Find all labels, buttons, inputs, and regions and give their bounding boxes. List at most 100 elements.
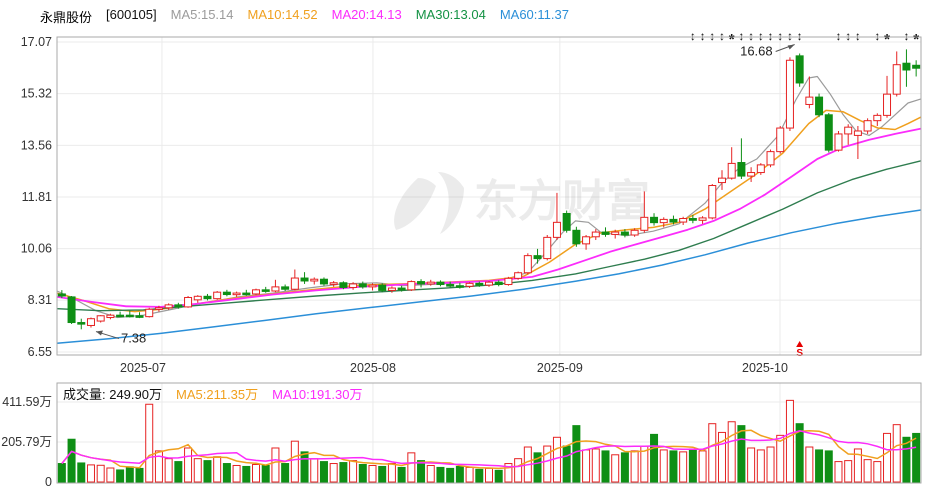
- candle: [290, 277, 299, 290]
- panel-borders: [56, 36, 922, 484]
- ma20-legend: MA20:14.13: [331, 7, 402, 22]
- star-marker-icon: *: [913, 31, 919, 48]
- volume-bar: [446, 467, 455, 483]
- volume-ma10-legend: MA10:191.30万: [272, 387, 363, 402]
- candle: [601, 231, 610, 235]
- volume-bar: [57, 463, 66, 483]
- candles-layer: [57, 49, 921, 330]
- volume-bar: [853, 448, 862, 483]
- main-chart-legend: 永鼎股份 [600105] MA5:15.14 MA10:14.52 MA20:…: [40, 7, 569, 26]
- candle: [853, 130, 862, 136]
- time-axis-label: 2025-10: [742, 361, 788, 375]
- candle: [339, 282, 348, 288]
- candle: [669, 218, 678, 223]
- updown-arrow-marker-icon: ↕: [797, 29, 803, 43]
- candle: [805, 96, 814, 105]
- candle: [86, 318, 95, 326]
- volume-bar: [164, 458, 173, 483]
- volume-bar: [184, 447, 193, 483]
- candle: [417, 281, 426, 285]
- volume-bar: [67, 438, 76, 483]
- volume-bar: [475, 468, 484, 483]
- updown-arrow-marker-icon: ↕: [768, 29, 774, 43]
- volume-bar: [242, 465, 251, 483]
- volume-bar: [902, 436, 911, 483]
- candle: [358, 283, 367, 288]
- volume-bar: [494, 469, 503, 483]
- volume-bar: [319, 461, 328, 483]
- volume-bar: [698, 450, 707, 483]
- candle: [863, 120, 872, 132]
- volume-bar: [844, 460, 853, 483]
- candle: [815, 96, 824, 116]
- updown-arrow-marker-icon: ↕: [845, 29, 851, 43]
- candle: [252, 289, 261, 295]
- volume-bar: [679, 451, 688, 483]
- updown-arrow-marker-icon: ↕: [777, 29, 783, 43]
- watermark-text: 东方财富: [474, 177, 650, 226]
- candle: [737, 162, 746, 177]
- candle: [679, 218, 688, 223]
- candle: [620, 231, 629, 236]
- price-ma-line-ma30: [56, 160, 922, 312]
- candle: [281, 286, 290, 290]
- volume-bar: [485, 467, 493, 483]
- volume-ma5-legend: MA5:211.35万: [176, 387, 259, 402]
- volume-bar: [222, 463, 231, 483]
- candle: [912, 64, 921, 69]
- volume-bar: [727, 421, 736, 483]
- price-ma-line-ma20: [56, 127, 922, 308]
- candle: [213, 291, 222, 300]
- volume-bar: [310, 458, 319, 483]
- volume-axis-label: 205.79万: [1, 435, 52, 449]
- price-axis-label: 15.32: [21, 87, 52, 101]
- price-axis-label: 11.81: [22, 190, 52, 204]
- volume-bar: [96, 464, 105, 483]
- candle: [873, 114, 882, 122]
- candle: [834, 133, 843, 151]
- volume-bar: [873, 461, 882, 483]
- candle: [310, 278, 319, 282]
- candle: [562, 213, 571, 231]
- price-axis-label: 17.07: [21, 35, 52, 49]
- volume-bar: [737, 425, 746, 483]
- volume-bar: [620, 452, 629, 483]
- volume-bar: [892, 424, 901, 483]
- volume-bar: [174, 461, 183, 483]
- candle: [543, 236, 552, 260]
- candle: [184, 296, 193, 308]
- volume-bar: [135, 467, 144, 483]
- volume-bar: [281, 463, 290, 483]
- high-price-annotation: 16.68: [740, 43, 773, 58]
- stock-code: [600105]: [106, 7, 157, 22]
- volume-bar: [77, 462, 86, 483]
- volume-bar: [630, 450, 639, 483]
- candle: [397, 287, 406, 291]
- candle: [300, 277, 309, 282]
- updown-arrow-marker-icon: ↕: [709, 29, 715, 43]
- volume-bar: [650, 433, 659, 483]
- volume-bar: [455, 465, 464, 483]
- volume-bar: [659, 449, 668, 483]
- ma5-legend: MA5:15.14: [170, 7, 234, 22]
- stock-name: 永鼎股份: [40, 10, 93, 25]
- ma60-legend: MA60:11.37: [499, 7, 569, 22]
- price-axis-label: 10.06: [21, 242, 52, 256]
- volume-bar: [785, 399, 794, 483]
- candle: [650, 216, 659, 224]
- volume-bar: [747, 447, 756, 483]
- candle: [659, 218, 668, 224]
- candle: [533, 255, 542, 260]
- candle: [96, 315, 105, 322]
- candle: [717, 177, 726, 184]
- volume-bar: [329, 463, 338, 483]
- price-axis-label: 6.55: [28, 345, 52, 359]
- candle: [892, 64, 901, 95]
- star-marker-icon: *: [884, 31, 890, 48]
- volume-bar: [504, 463, 513, 483]
- candle: [708, 185, 717, 219]
- volume-bar: [883, 432, 892, 483]
- candle: [883, 93, 892, 116]
